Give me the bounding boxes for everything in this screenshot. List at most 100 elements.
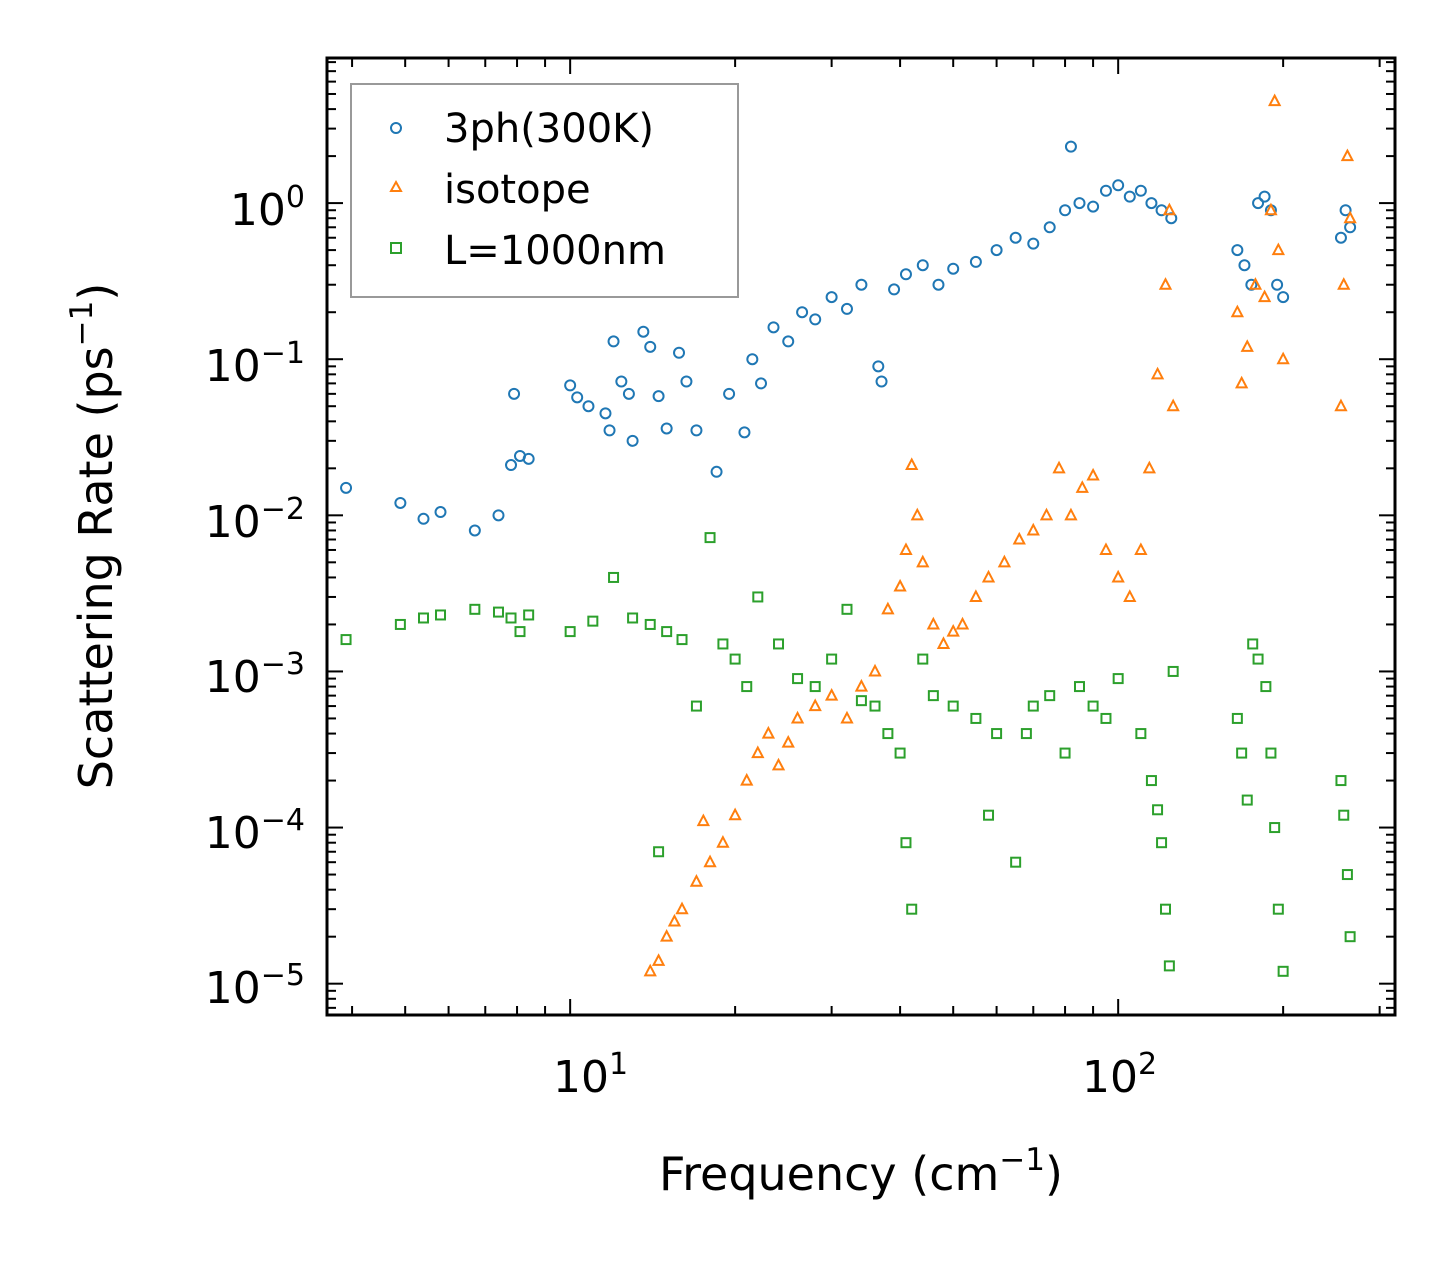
data-point-square (340, 634, 352, 646)
data-point-triangle (1158, 277, 1173, 290)
data-point-circle (603, 424, 616, 437)
legend-label-3ph: 3ph(300K) (444, 106, 654, 152)
data-point-circle (990, 244, 1003, 257)
data-point-square (841, 603, 853, 615)
data-point-square (947, 700, 959, 712)
data-point-triangle (936, 636, 951, 649)
data-point-square (1027, 700, 1039, 712)
data-point-triangle (981, 569, 996, 583)
data-point-square (1152, 804, 1164, 816)
data-point-triangle (1142, 460, 1157, 474)
data-point-circle (434, 506, 447, 519)
data-point-square (514, 626, 526, 638)
data-point-circle (1073, 197, 1086, 210)
data-point-triangle (840, 710, 854, 724)
data-point-square (773, 638, 785, 650)
data-point-circle (1009, 231, 1022, 244)
data-point-square (690, 700, 702, 712)
data-point-square (991, 728, 1003, 740)
data-point-triangle (1150, 366, 1165, 380)
data-point-square (1236, 747, 1248, 759)
data-point-square (1252, 653, 1264, 665)
data-point-square (970, 712, 982, 724)
data-point-circle (755, 377, 768, 390)
data-point-circle (932, 278, 945, 291)
data-point-circle (637, 325, 650, 338)
data-point-triangle (675, 901, 689, 915)
data-point-square (1241, 794, 1253, 806)
data-point-circle (1271, 278, 1284, 291)
data-point-triangle (716, 835, 730, 848)
legend-marker-isotope (389, 179, 403, 192)
data-point-triangle (824, 687, 839, 701)
data-point-circle (710, 465, 723, 478)
data-point-circle (1231, 244, 1244, 257)
data-point-triangle (1264, 202, 1278, 216)
data-point-triangle (643, 963, 657, 977)
data-point-circle (522, 452, 535, 465)
data-point-circle (652, 390, 665, 403)
data-point-circle (825, 291, 838, 304)
data-point-triangle (854, 678, 869, 692)
data-point-square (1277, 965, 1289, 977)
data-point-square (587, 615, 599, 627)
data-point-circle (508, 387, 521, 400)
data-point-square (1059, 747, 1071, 759)
plot-frame (325, 56, 1397, 1017)
data-point-square (1159, 903, 1171, 915)
data-point-square (869, 700, 881, 712)
data-point-square (676, 634, 688, 646)
data-point-triangle (1334, 398, 1348, 412)
data-point-triangle (1134, 542, 1148, 555)
data-point-triangle (1123, 589, 1137, 602)
data-point-square (894, 747, 906, 759)
data-point-circle (673, 346, 686, 359)
x-tick-label-10: 101 (553, 1047, 628, 1103)
data-point-square (394, 618, 406, 630)
data-point-circle (564, 379, 577, 392)
data-point-circle (875, 375, 888, 388)
data-point-circle (1339, 204, 1352, 217)
series-0 (340, 140, 1357, 537)
data-point-triangle (659, 929, 674, 942)
data-point-circle (1027, 237, 1040, 250)
data-point-triangle (1012, 531, 1026, 545)
data-point-square (1247, 638, 1259, 650)
data-point-square (1044, 690, 1056, 702)
data-point-triangle (955, 616, 970, 630)
data-point-triangle (1257, 289, 1272, 303)
data-point-triangle (905, 457, 919, 471)
data-point-triangle (740, 772, 754, 786)
data-point-circle (1334, 231, 1347, 244)
data-point-triangle (1039, 507, 1054, 521)
data-point-triangle (771, 757, 786, 771)
data-point-square (1265, 747, 1277, 759)
data-point-circle (1059, 204, 1072, 217)
data-point-circle (1145, 197, 1158, 210)
data-point-square (1156, 837, 1168, 849)
legend-label-l1000nm: L=1000nm (444, 228, 666, 274)
data-point-square (653, 846, 665, 858)
data-point-square (717, 638, 729, 650)
data-point-circle (1087, 200, 1100, 213)
y-axis-label: Scattering Rate (ps−1) (64, 283, 123, 790)
data-point-circle (947, 262, 960, 275)
data-point-circle (660, 422, 673, 435)
data-point-square (627, 612, 639, 624)
data-point-circle (746, 353, 759, 366)
data-point-triangle (1162, 202, 1177, 216)
data-point-triangle (751, 745, 765, 759)
data-point-triangle (696, 813, 710, 827)
data-point-circle (1277, 291, 1290, 304)
data-point-square (809, 681, 821, 693)
data-point-square (564, 626, 576, 638)
series-2 (340, 532, 1356, 977)
data-point-triangle (689, 874, 704, 887)
data-point-circle (571, 391, 584, 404)
data-point-circle (1099, 184, 1112, 197)
data-point-square (608, 571, 620, 583)
data-point-triangle (1166, 398, 1180, 412)
data-point-triangle (1234, 375, 1249, 389)
